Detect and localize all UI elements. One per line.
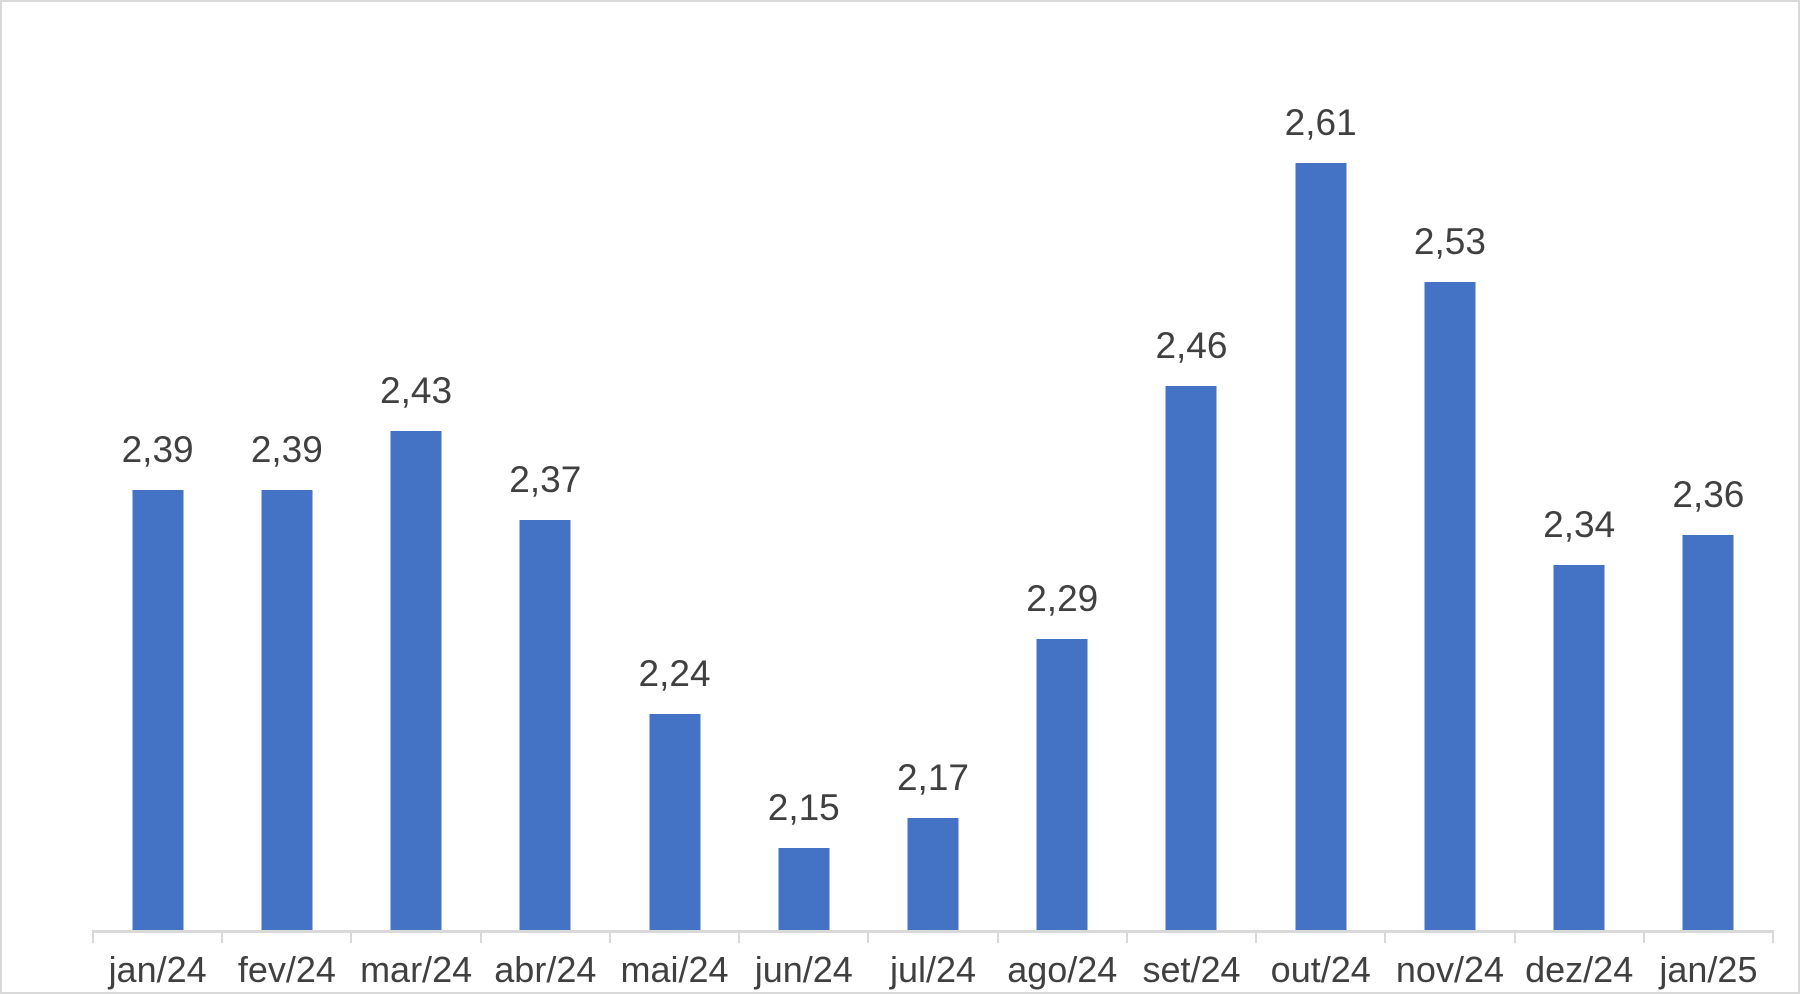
bar-value-label: 2,15 (767, 787, 840, 829)
bar (1036, 639, 1088, 930)
bar (907, 818, 959, 930)
bar-value-label: 2,29 (1026, 578, 1099, 620)
x-axis-label: nov/24 (1395, 949, 1504, 990)
x-axis-line (93, 930, 1773, 933)
bar-value-label: 2,39 (250, 429, 323, 471)
bar-group: 2,43 (351, 103, 480, 930)
x-axis-labels: jan/24 fev/24 mar/24 abr/24 mai/24 jun/24 jul/… (93, 948, 1773, 992)
x-axis-label: mar/24 (360, 949, 473, 990)
x-axis-tick (1125, 930, 1128, 943)
bar-group: 2,39 (222, 103, 351, 930)
bar (132, 490, 184, 930)
x-axis-label: set/24 (1142, 949, 1241, 990)
bar (1424, 281, 1476, 930)
bar-value-label: 2,46 (1155, 325, 1228, 367)
bar-value-label: 2,43 (380, 369, 453, 411)
plot-area: 2,39 2,39 2,43 2,37 2,24 2,15 2,17 2,29 2,46 2,61… (92, 101, 1774, 943)
bar-value-label: 2,34 (1543, 503, 1616, 545)
x-axis-label: fev/24 (237, 949, 336, 990)
x-axis-label: jan/24 (108, 949, 207, 990)
x-axis-tick (1384, 930, 1387, 943)
bar (1165, 386, 1217, 930)
bar (519, 520, 571, 930)
bar-group: 2,46 (1127, 103, 1256, 930)
x-axis-tick (1642, 930, 1645, 943)
bar (1553, 564, 1605, 930)
x-axis-label: jan/25 (1659, 949, 1758, 990)
x-axis-tick (996, 930, 999, 943)
bar-value-label: 2,61 (1284, 101, 1357, 143)
x-axis-tick (1772, 930, 1774, 943)
x-axis-tick (1255, 930, 1258, 943)
x-axis-tick (608, 930, 611, 943)
bar-group: 2,39 (93, 103, 222, 930)
bar-value-label: 2,17 (896, 757, 969, 799)
x-axis-label: dez/24 (1525, 949, 1634, 990)
bar-value-label: 2,24 (638, 652, 711, 694)
x-axis-tick (350, 930, 353, 943)
bar-group: 2,15 (739, 103, 868, 930)
x-axis-tick (1513, 930, 1516, 943)
bar-group: 2,53 (1385, 103, 1514, 930)
bar-value-label: 2,53 (1413, 220, 1486, 262)
x-axis-tick (479, 930, 482, 943)
bar (1295, 162, 1347, 930)
bar-group: 2,17 (868, 103, 997, 930)
x-axis-label: abr/24 (494, 949, 597, 990)
bar (649, 713, 701, 930)
bar-value-label: 2,37 (509, 459, 582, 501)
bar-group: 2,36 (1644, 103, 1773, 930)
x-axis-label: jun/24 (754, 949, 853, 990)
bar-value-label: 2,39 (121, 429, 194, 471)
bar-value-label: 2,36 (1672, 474, 1745, 516)
bar (1682, 535, 1734, 930)
bar-group: 2,37 (481, 103, 610, 930)
bar (390, 430, 442, 930)
x-axis-label: mai/24 (620, 949, 729, 990)
bar (261, 490, 313, 930)
x-axis-label: out/24 (1270, 949, 1371, 990)
x-axis-tick (92, 930, 94, 943)
bar-group: 2,34 (1515, 103, 1644, 930)
x-axis-label: jul/24 (889, 949, 977, 990)
bar-group: 2,24 (610, 103, 739, 930)
x-axis-label: ago/24 (1007, 949, 1118, 990)
x-axis-tick (867, 930, 870, 943)
x-axis-tick (738, 930, 741, 943)
bar (778, 848, 830, 930)
bar-group: 2,29 (998, 103, 1127, 930)
bar-group: 2,61 (1256, 101, 1385, 930)
x-axis-tick (221, 930, 224, 943)
